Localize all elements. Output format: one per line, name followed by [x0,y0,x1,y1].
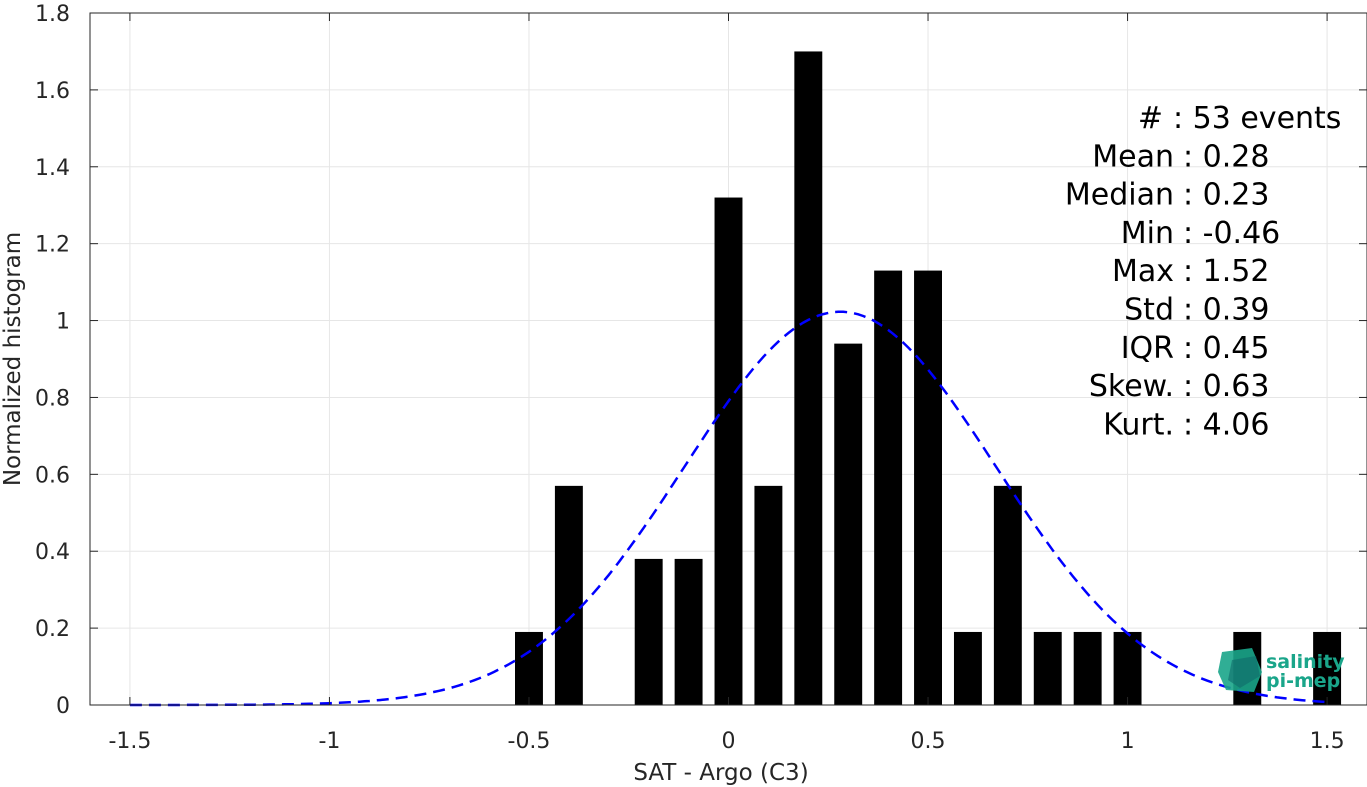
histogram-bar [1113,631,1142,705]
histogram-bar [1073,631,1102,705]
salinity-pimep-logo: salinity pi-mep [1218,648,1345,692]
histogram-bar [714,197,743,706]
stat-label: Min [1121,216,1174,251]
stat-value: : 0.23 [1183,178,1269,213]
histogram-bar [993,485,1022,705]
stat-label: IQR [1121,331,1174,366]
histogram-bar [1033,631,1062,705]
x-tick-label: -1 [318,729,340,754]
histogram-bar [515,631,543,705]
y-tick-label: 1 [56,310,70,335]
stat-label: Kurt. [1103,407,1174,442]
y-tick-label: 1.6 [35,79,70,104]
histogram-bar [1313,631,1342,705]
y-axis-label: Normalized histogram [0,232,26,486]
histogram-bar [834,343,863,705]
y-tick-label: 0.4 [35,540,70,565]
stat-label: Max [1112,254,1174,289]
stat-label: Std [1124,293,1174,328]
histogram-bar [874,270,903,705]
stat-label: Mean [1092,139,1174,174]
stat-label: Median [1065,178,1174,213]
x-tick-label: 1.5 [1310,729,1345,754]
y-tick-label: 0.6 [35,463,70,488]
histogram-bar [953,631,982,705]
y-tick-label: 0 [56,694,70,719]
y-tick-label: 1.4 [35,156,70,181]
x-tick-label: -1.5 [108,729,151,754]
histogram-bar [634,558,663,705]
y-tick-label: 0.8 [35,386,70,411]
y-tick-label: 1.8 [35,2,70,27]
stat-value: : 0.28 [1183,139,1269,174]
y-tick-label: 0.2 [35,617,70,642]
logo-line1: salinity [1266,651,1345,673]
stat-value: : 0.39 [1183,293,1269,328]
histogram-bar [794,51,823,705]
x-axis-label: SAT - Argo (C3) [633,760,808,786]
stat-value: : 4.06 [1183,407,1269,442]
logo-line2: pi-mep [1266,670,1340,692]
y-tick-label: 1.2 [35,233,70,258]
x-tick-label: 0.5 [911,729,946,754]
stat-value: : -0.46 [1183,216,1280,251]
stat-value: : 0.63 [1183,369,1269,404]
histogram-bars [515,51,1342,706]
stat-label: # [1138,101,1163,136]
stat-value: : 53 events [1173,101,1341,136]
stat-value: : 1.52 [1183,254,1269,289]
x-tick-label: 1 [1121,729,1135,754]
logo-mark-shade-icon [1228,656,1260,688]
y-axis-ticks: 0 0.2 0.4 0.6 0.8 1 1.2 1.4 1.6 1.8 [35,2,1367,719]
histogram-bar [674,558,703,705]
histogram-bar [554,485,583,705]
x-tick-label: 0 [722,729,736,754]
histogram-bar [914,270,942,705]
stat-value: : 0.45 [1183,331,1269,366]
x-tick-label: -0.5 [508,729,551,754]
stat-label: Skew. [1089,369,1174,404]
x-axis-ticks: -1.5 -1 -0.5 0 0.5 1 1.5 [108,13,1345,754]
histogram-bar [754,485,783,705]
